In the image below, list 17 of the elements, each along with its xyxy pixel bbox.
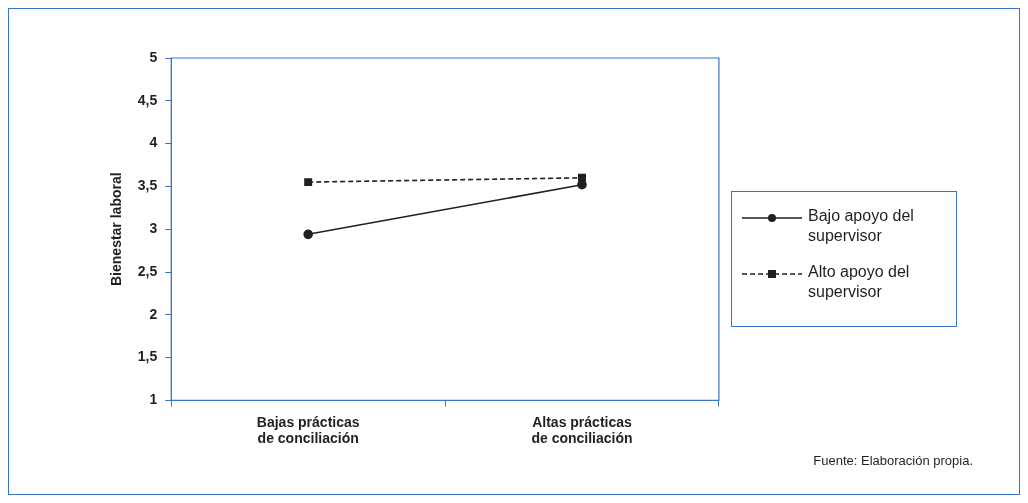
y-tick-label: 3,5 [137, 177, 158, 194]
y-tick-label: 1 [149, 391, 158, 408]
legend-label: Bajo apoyo del supervisor [808, 206, 948, 246]
source-note: Fuente: Elaboración propia. [813, 453, 973, 468]
point [304, 178, 313, 187]
x-tick-label: Bajas prácticas de conciliación [256, 413, 360, 447]
y-tick-label: 3 [149, 220, 158, 237]
y-tick-label: 5 [149, 48, 158, 65]
y-tick-label: 2,5 [137, 262, 158, 279]
legend-label: Alto apoyo del supervisor [808, 262, 948, 302]
y-tick-label: 4 [149, 134, 158, 151]
y-tick-label: 2 [149, 305, 158, 322]
point [303, 229, 313, 240]
y-axis-title: Bienestar laboral [108, 172, 125, 286]
x-tick-label: Altas prácticas de conciliación [531, 413, 633, 447]
y-tick-label: 4,5 [137, 91, 158, 108]
y-tick-label: 1,5 [137, 348, 158, 365]
